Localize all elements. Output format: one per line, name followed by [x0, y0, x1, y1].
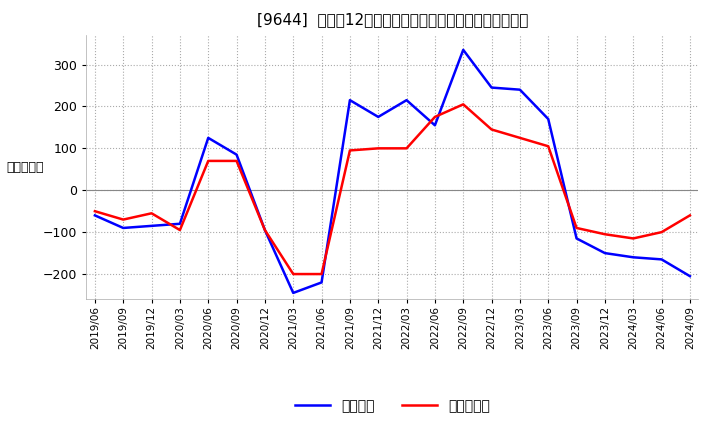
経常利益 — [176, 221, 184, 227]
経常利益 — [318, 280, 326, 285]
当期純利益 — [204, 158, 212, 164]
当期純利益 — [374, 146, 382, 151]
当期純利益 — [176, 227, 184, 233]
経常利益 — [431, 123, 439, 128]
経常利益 — [572, 236, 581, 241]
経常利益 — [516, 87, 524, 92]
Title: [9644]  利益の12か月移動合計の対前年同期増減額の推移: [9644] 利益の12か月移動合計の対前年同期増減額の推移 — [257, 12, 528, 27]
当期純利益 — [91, 209, 99, 214]
経常利益 — [119, 225, 127, 231]
当期純利益 — [402, 146, 411, 151]
Legend: 経常利益, 当期純利益: 経常利益, 当期純利益 — [289, 394, 495, 419]
経常利益 — [346, 98, 354, 103]
当期純利益 — [148, 211, 156, 216]
当期純利益 — [657, 230, 666, 235]
当期純利益 — [685, 213, 694, 218]
当期純利益 — [233, 158, 241, 164]
Line: 当期純利益: 当期純利益 — [95, 104, 690, 274]
当期純利益 — [289, 271, 297, 277]
当期純利益 — [459, 102, 467, 107]
経常利益 — [289, 290, 297, 296]
当期純利益 — [119, 217, 127, 222]
当期純利益 — [516, 135, 524, 140]
経常利益 — [600, 250, 609, 256]
当期純利益 — [346, 148, 354, 153]
経常利益 — [261, 227, 269, 233]
経常利益 — [204, 135, 212, 140]
当期純利益 — [572, 225, 581, 231]
経常利益 — [629, 255, 637, 260]
経常利益 — [657, 257, 666, 262]
当期純利益 — [544, 143, 552, 149]
当期純利益 — [318, 271, 326, 277]
当期純利益 — [261, 227, 269, 233]
Y-axis label: （百万円）: （百万円） — [6, 161, 44, 174]
経常利益 — [233, 152, 241, 157]
当期純利益 — [600, 231, 609, 237]
経常利益 — [487, 85, 496, 90]
当期純利益 — [431, 114, 439, 120]
経常利益 — [402, 98, 411, 103]
経常利益 — [91, 213, 99, 218]
Line: 経常利益: 経常利益 — [95, 50, 690, 293]
経常利益 — [148, 223, 156, 228]
経常利益 — [374, 114, 382, 120]
経常利益 — [544, 116, 552, 121]
当期純利益 — [487, 127, 496, 132]
経常利益 — [459, 47, 467, 52]
当期純利益 — [629, 236, 637, 241]
経常利益 — [685, 274, 694, 279]
